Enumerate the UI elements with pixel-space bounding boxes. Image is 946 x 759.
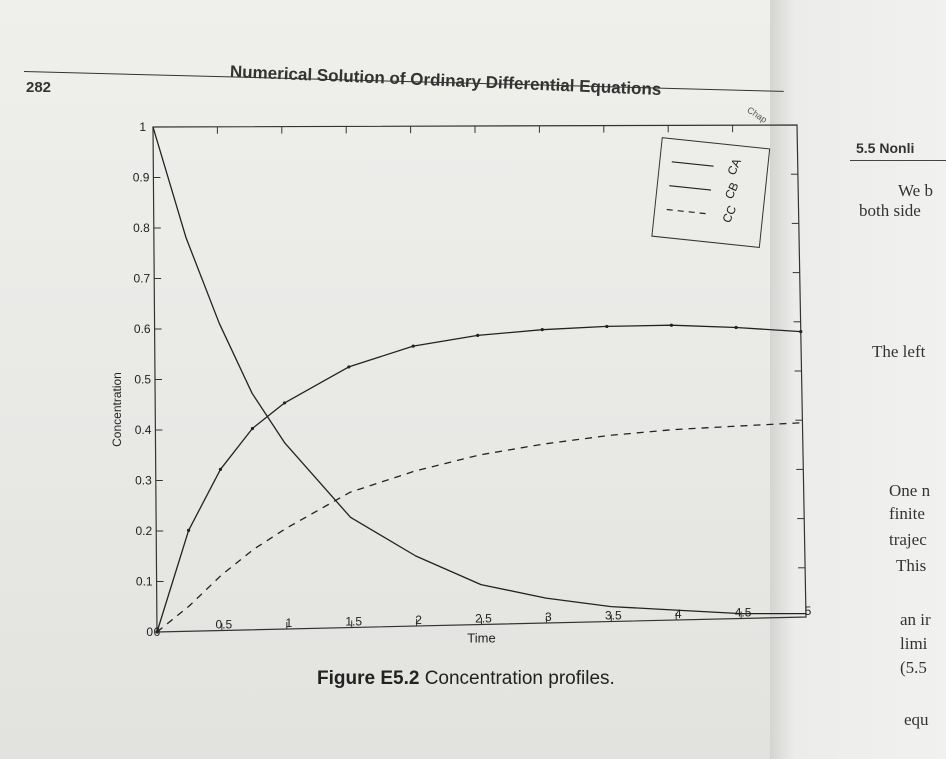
y-axis-label: Concentration (110, 372, 124, 447)
legend-box (651, 137, 771, 248)
series-point (187, 528, 191, 532)
series-point (669, 323, 674, 327)
right-page-section: 5.5 Nonli (856, 140, 915, 156)
right-page-fragment: We b (898, 181, 933, 200)
y-tick-label: 0.1 (136, 575, 153, 589)
right-page-fragment: equ (904, 710, 929, 729)
x-tick-label: 1.5 (345, 615, 362, 629)
y-tick-label: 0.9 (133, 171, 150, 185)
y-tick-label: 0.3 (135, 474, 152, 488)
y-tick-label: 0.7 (134, 272, 151, 286)
y-tick-label: 0.4 (135, 423, 152, 437)
y-tick-label: 0.8 (133, 221, 150, 235)
x-tick-label: 3 (545, 610, 552, 624)
series-line (156, 422, 803, 633)
legend-entry-label: CA (724, 156, 744, 177)
y-tick-label: 0.2 (136, 524, 153, 538)
series-point (250, 426, 255, 431)
caption-text: Concentration profiles. (424, 668, 615, 689)
right-page-fragment: an ir (900, 610, 931, 629)
y-tick-label: 0 (146, 625, 153, 639)
x-tick-label: 0.5 (216, 618, 233, 632)
right-page-fragment: The left (872, 342, 926, 361)
right-page-rule (850, 160, 946, 161)
x-axis-label: Time (467, 631, 495, 646)
right-page (770, 0, 946, 759)
x-tick-label: 2 (415, 613, 422, 627)
right-page-fragment: both side (859, 201, 921, 220)
right-page-fragment: This (896, 556, 927, 575)
legend-swatch (669, 185, 712, 191)
series-line (156, 324, 801, 633)
x-tick-label: 1 (285, 616, 292, 630)
right-page-fragment: trajec (889, 530, 927, 549)
caption-label: Figure E5.2 (317, 668, 420, 689)
x-tick-label: 4.5 (735, 606, 752, 620)
right-page-fragment: finite (889, 504, 925, 523)
legend-swatch (671, 161, 714, 167)
plot-frame (152, 124, 807, 633)
x-tick-label: 4 (675, 607, 682, 621)
y-tick-label: 0.5 (134, 373, 151, 387)
series-point (347, 365, 351, 369)
figure-caption: Figure E5.2 Concentration profiles. (317, 668, 615, 690)
x-tick-label: 2.5 (475, 612, 492, 626)
series-point (476, 333, 480, 337)
right-page-fragment: limi (900, 634, 928, 653)
series-point (218, 467, 223, 471)
legend-entry-label: CB (722, 180, 742, 201)
series-line (152, 126, 806, 615)
right-page-fragment: One n (889, 481, 931, 500)
x-tick-label: 3.5 (605, 609, 622, 623)
legend-entry-label: CC (719, 203, 739, 225)
right-page-fragment: (5.5 (900, 658, 927, 677)
series-point (734, 325, 738, 330)
y-tick-label: 0.6 (134, 322, 151, 336)
series-point (605, 324, 609, 329)
page-number: 282 (26, 79, 52, 96)
x-tick-label: 5 (805, 604, 812, 618)
legend-swatch (666, 208, 709, 215)
series-point (411, 344, 415, 348)
y-tick-label: 1 (139, 120, 146, 134)
series-point (282, 401, 287, 405)
series-point (540, 328, 544, 332)
series-point (799, 330, 803, 334)
